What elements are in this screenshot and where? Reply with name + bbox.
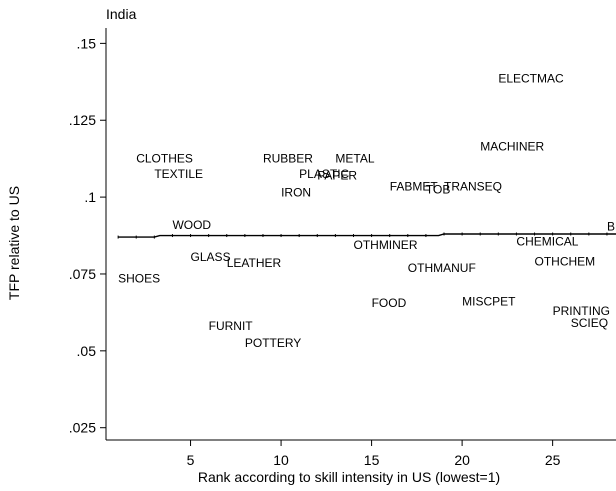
chart-title: India	[106, 6, 137, 22]
point-label-pottery: POTTERY	[245, 336, 301, 350]
x-axis-title: Rank according to skill intensity in US …	[198, 469, 500, 485]
point-label-transeq: TRANSEQ	[444, 179, 502, 193]
point-label-leather: LEATHER	[227, 256, 282, 270]
fit-line-group	[117, 232, 616, 239]
y-tick-label: .125	[69, 112, 96, 128]
point-label-othminer: OTHMINER	[353, 238, 417, 252]
y-axis-title: TFP relative to US	[6, 186, 22, 300]
x-tick-label: 15	[364, 452, 380, 468]
y-tick-label: .15	[77, 35, 97, 51]
y-tick-label: .05	[77, 343, 97, 359]
point-label-paper: PAPER	[317, 169, 357, 183]
point-label-bev: BEV	[607, 219, 616, 233]
point-label-glass: GLASS	[191, 250, 231, 264]
point-label-printing: PRINTING	[553, 304, 610, 318]
point-label-textile: TEXTILE	[154, 167, 203, 181]
point-label-clothes: CLOTHES	[136, 152, 193, 166]
point-label-chemical: CHEMICAL	[516, 235, 578, 249]
point-label-shoes: SHOES	[118, 272, 160, 286]
x-tick-label: 25	[545, 452, 561, 468]
point-label-rubber: RUBBER	[263, 152, 313, 166]
y-tick-label: .075	[69, 266, 96, 282]
point-label-tob: TOB	[426, 182, 450, 196]
point-label-plastic: PLASTIC	[299, 167, 349, 181]
y-tick-label: .1	[84, 189, 96, 205]
point-label-machiner: MACHINER	[480, 139, 544, 153]
point-label-furnit: FURNIT	[209, 319, 254, 333]
point-label-metal: METAL	[335, 152, 374, 166]
point-label-electmac: ELECTMAC	[498, 72, 564, 86]
point-label-iron: IRON	[281, 185, 311, 199]
point-label-wood: WOOD	[172, 218, 211, 232]
point-label-fabmet: FABMET	[390, 179, 439, 193]
point-label-othchem: OTHCHEM	[535, 255, 596, 269]
point-label-miscpet: MISCPET	[462, 295, 516, 309]
point-label-scieq: SCIEQ	[571, 316, 608, 330]
x-tick-label: 20	[454, 452, 470, 468]
point-label-othmanuf: OTHMANUF	[408, 261, 476, 275]
x-tick-label: 5	[187, 452, 195, 468]
point-label-food: FOOD	[372, 296, 407, 310]
x-axis: 5 10 15 20 25	[106, 439, 616, 468]
x-tick-label: 10	[273, 452, 289, 468]
y-axis: .025 .05 .075 .1 .125 .15	[69, 28, 107, 440]
y-tick-label: .025	[69, 420, 96, 436]
